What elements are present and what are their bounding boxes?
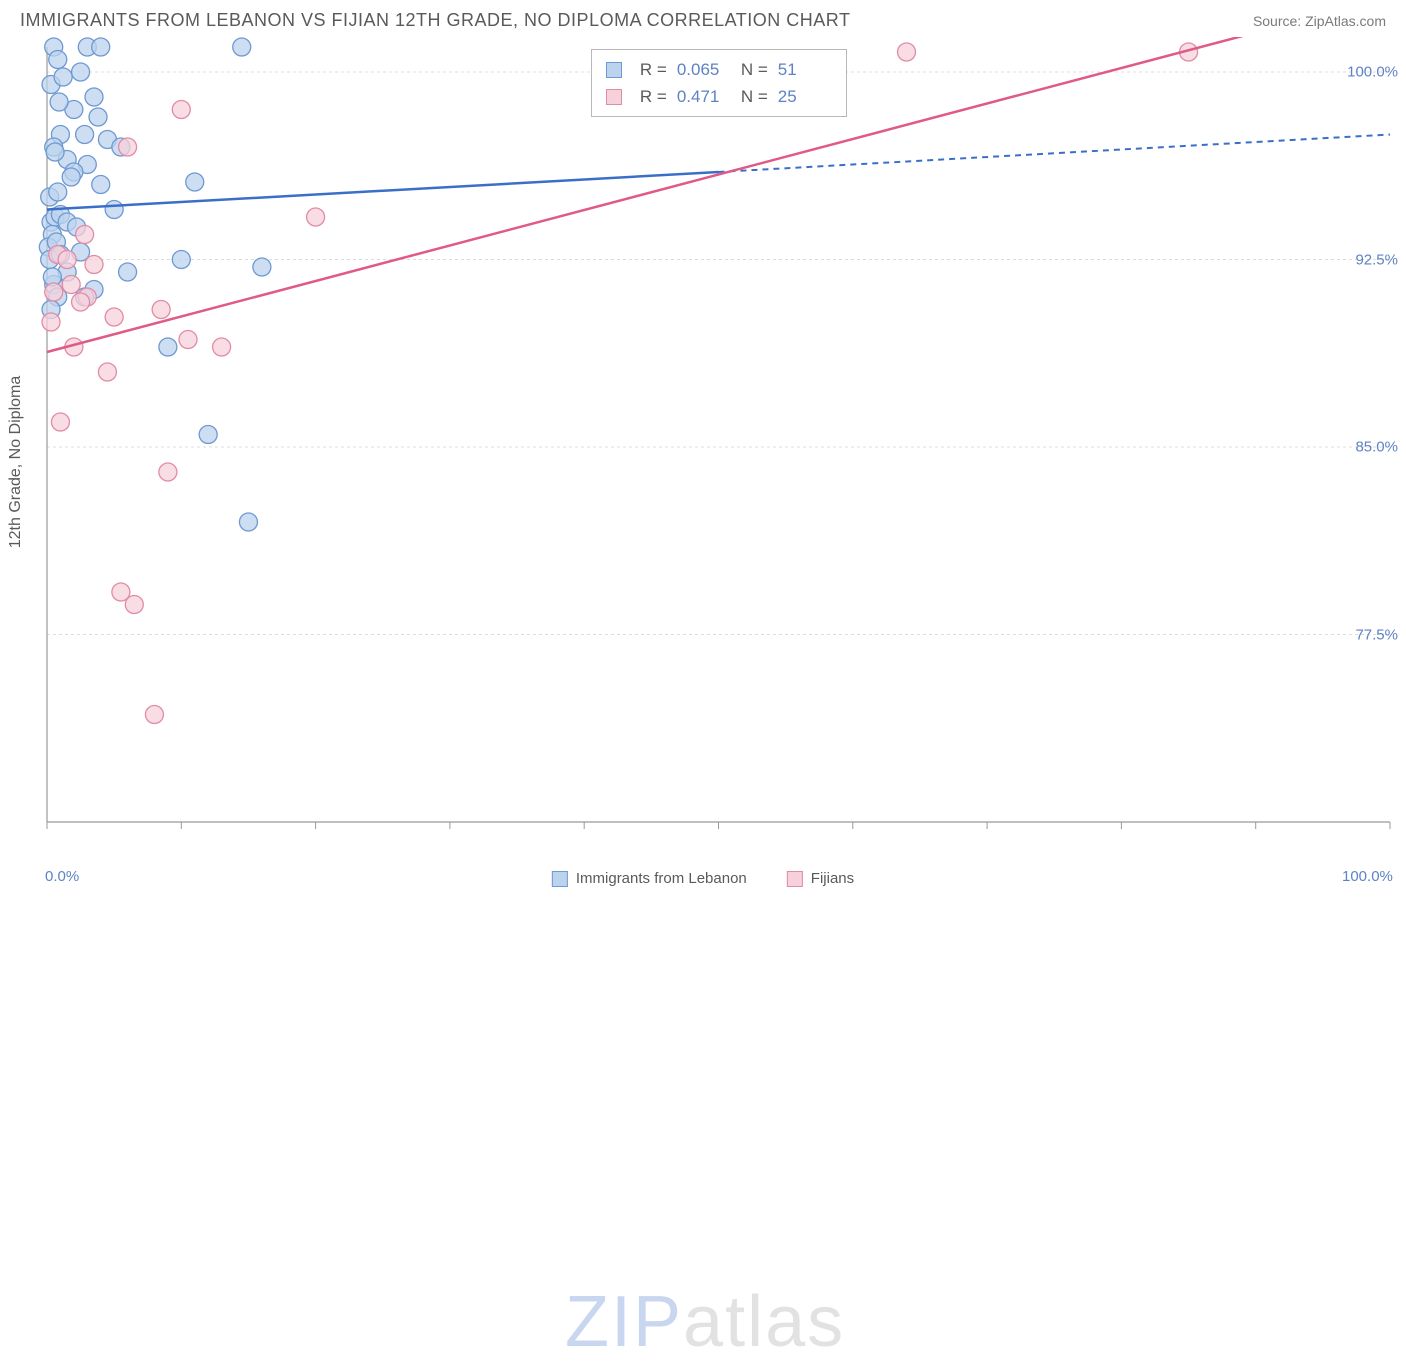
bottom-legend: Immigrants from Lebanon Fijians [552,870,854,887]
y-tick-label: 92.5% [1355,251,1398,268]
x-tick-label: 100.0% [1342,868,1393,885]
legend-item-fijian: Fijians [787,870,854,887]
chart-source: Source: ZipAtlas.com [1253,13,1386,29]
swatch-lebanon [552,871,568,887]
chart-header: IMMIGRANTS FROM LEBANON VS FIJIAN 12TH G… [0,0,1406,37]
corr-row-fijian: R =0.471N =25 [606,83,832,110]
chart-title: IMMIGRANTS FROM LEBANON VS FIJIAN 12TH G… [20,10,850,31]
corr-row-lebanon: R =0.065N =51 [606,56,832,83]
y-tick-label: 100.0% [1347,64,1398,81]
y-tick-label: 85.0% [1355,439,1398,456]
correlation-legend: R =0.065N =51R =0.471N =25 [591,49,847,117]
chart-area: 12th Grade, No Diploma ZIPatlas R =0.065… [0,37,1406,887]
watermark-atlas: atlas [683,1282,845,1362]
watermark: ZIPatlas [565,1281,845,1363]
x-tick-label: 0.0% [45,868,79,885]
y-tick-label: 77.5% [1355,626,1398,643]
legend-item-lebanon: Immigrants from Lebanon [552,870,747,887]
swatch-fijian [787,871,803,887]
watermark-zip: ZIP [565,1282,683,1362]
scatter-chart-svg [0,37,1406,887]
